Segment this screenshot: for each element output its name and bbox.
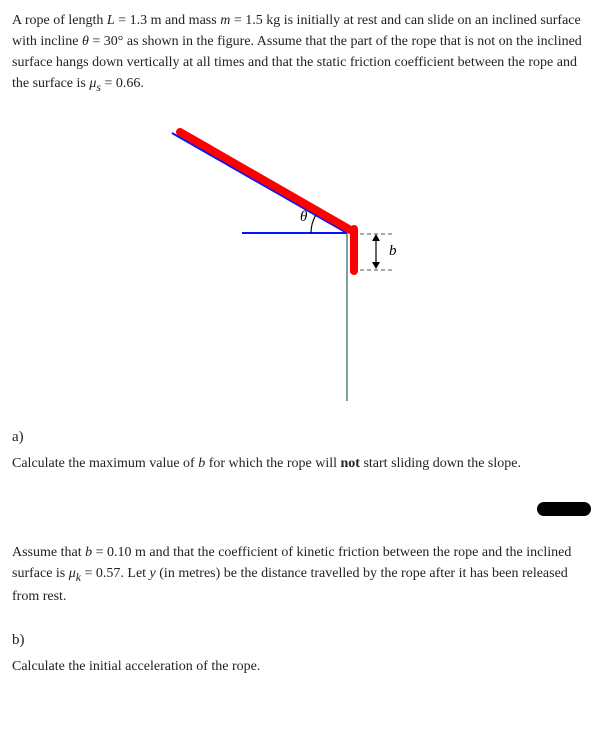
- mid-t1: Assume that: [12, 545, 85, 560]
- muk-val: = 0.57: [81, 566, 120, 581]
- redacted-mark: [537, 502, 591, 516]
- b-arrowhead-up: [372, 234, 380, 241]
- muk-var: μ: [69, 566, 76, 581]
- figure-svg: θ b: [142, 121, 462, 401]
- incline-top-line: [172, 133, 347, 233]
- m-val: = 1.5 kg: [230, 13, 280, 28]
- part-a-t1: Calculate the maximum value of: [12, 456, 198, 471]
- mus-val: = 0.66: [101, 76, 140, 91]
- mid-t3: . Let: [120, 566, 149, 581]
- theta-label: θ: [300, 209, 308, 225]
- b-arrowhead-down: [372, 262, 380, 269]
- part-a-t2: for which the rope will: [205, 456, 340, 471]
- intro-p1e: .: [140, 76, 144, 91]
- physics-figure: θ b: [142, 121, 462, 401]
- part-b-text: Calculate the initial acceleration of th…: [12, 656, 591, 677]
- theta-arc: [311, 215, 316, 233]
- part-a-label: a): [12, 426, 591, 449]
- L-val: = 1.3 m: [115, 13, 162, 28]
- L-var: L: [107, 13, 115, 28]
- part-a-not: not: [341, 456, 360, 471]
- m-var: m: [220, 13, 230, 28]
- intro-p1b: and mass: [161, 13, 220, 28]
- mid-beq: = 0.10 m: [92, 545, 146, 560]
- part-a-text: Calculate the maximum value of b for whi…: [12, 453, 591, 474]
- problem-intro: A rope of length L = 1.3 m and mass m = …: [12, 10, 591, 96]
- theta-var: θ: [82, 34, 89, 49]
- intro-text: A rope of length: [12, 13, 107, 28]
- rope-on-incline: [180, 132, 354, 232]
- b-label: b: [389, 243, 397, 259]
- theta-val: = 30°: [89, 34, 124, 49]
- mid-paragraph: Assume that b = 0.10 m and that the coef…: [12, 542, 591, 607]
- part-a-t3: start sliding down the slope.: [360, 456, 521, 471]
- blacked-row: [12, 486, 591, 542]
- figure-container: θ b: [12, 121, 591, 401]
- part-b-label: b): [12, 629, 591, 652]
